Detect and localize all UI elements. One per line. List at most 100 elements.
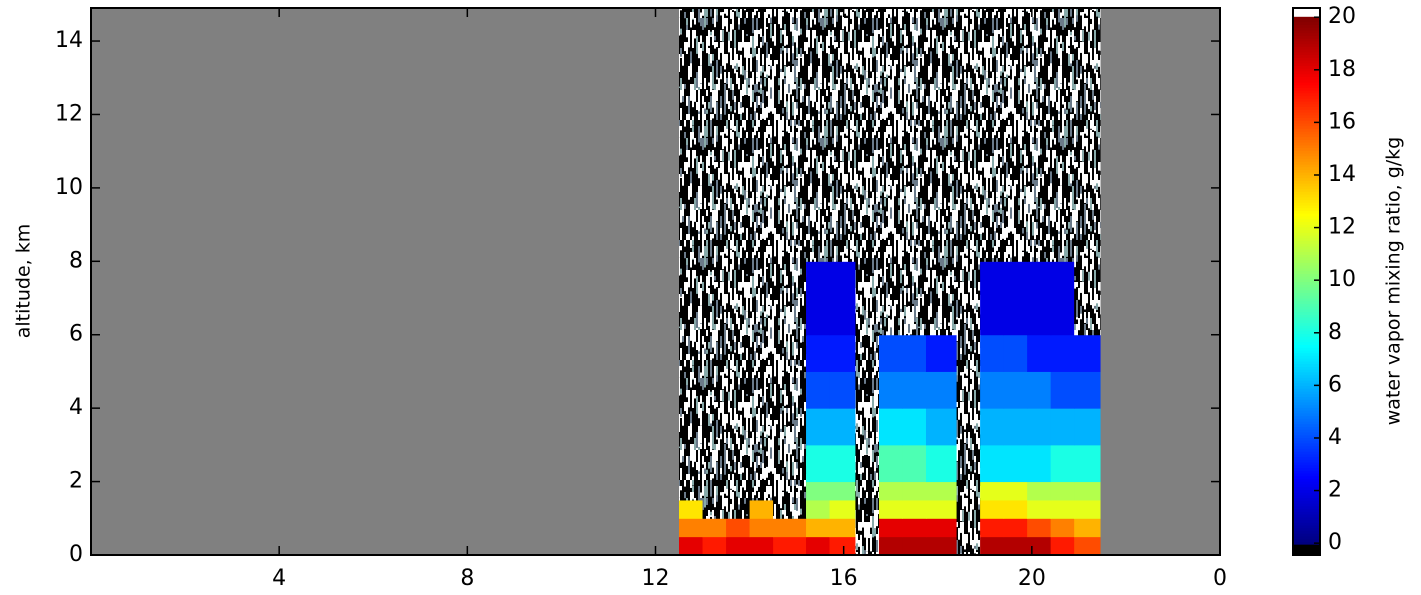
colorbar-step [1293, 319, 1320, 324]
colorbar-step [1293, 492, 1320, 496]
y-tick-label: 6 [69, 322, 83, 347]
noise-cell [679, 334, 704, 372]
noise-cell [806, 114, 831, 189]
colorbar-step [1293, 210, 1320, 214]
heat-cell [829, 261, 856, 336]
heat-cell [1050, 371, 1075, 409]
colorbar-step [1293, 267, 1320, 272]
y-tick-label: 10 [55, 175, 83, 200]
heat-cell [1003, 518, 1028, 538]
noise-cell [829, 8, 856, 115]
noise-cell [902, 261, 927, 336]
colorbar-step [1293, 122, 1320, 127]
noise-cell [749, 371, 774, 409]
colorbar-step [1293, 399, 1320, 403]
colorbar-step [1293, 265, 1320, 269]
colorbar-step [1293, 87, 1320, 91]
colorbar-step [1293, 281, 1320, 285]
colorbar-step [1293, 226, 1320, 231]
colorbar-step [1293, 295, 1320, 299]
colorbar-step [1293, 516, 1320, 521]
colorbar-step [1293, 276, 1320, 280]
colorbar-step [1293, 385, 1320, 389]
heat-cell [1074, 334, 1101, 372]
heat-cell [878, 481, 903, 501]
noise-cell [702, 114, 727, 189]
colorbar-step [1293, 341, 1320, 346]
noise-cell [806, 8, 831, 115]
colorbar-step [1293, 500, 1320, 504]
colorbar-step [1293, 311, 1320, 315]
heat-cell [829, 518, 856, 538]
colorbar-step [1293, 426, 1320, 430]
colorbar-step [1293, 152, 1320, 157]
heat-cell [1027, 371, 1052, 409]
colorbar-step [1293, 262, 1320, 266]
colorbar-step [1293, 325, 1320, 329]
heat-cell [702, 518, 727, 538]
colorbar-tick-label: 16 [1328, 109, 1356, 134]
colorbar-step [1293, 161, 1320, 165]
colorbar-step [1293, 235, 1320, 239]
colorbar-step [1293, 470, 1320, 474]
heat-cell [726, 518, 751, 538]
heat-cell [773, 518, 807, 538]
heat-cell [1003, 444, 1028, 483]
colorbar-step [1293, 65, 1320, 69]
colorbar-step [1293, 333, 1320, 337]
noise-cell [1074, 187, 1101, 262]
colorbar-step [1293, 467, 1320, 471]
colorbar-tick-label: 12 [1328, 215, 1356, 240]
colorbar-tick-label: 6 [1328, 372, 1342, 397]
noise-cell [855, 408, 880, 446]
noise-cell [855, 518, 880, 538]
noise-cell [679, 8, 704, 115]
noise-cell [702, 481, 727, 501]
heat-cell [902, 536, 927, 556]
heat-cell [749, 518, 774, 538]
x-tick-label: 20 [1018, 566, 1046, 591]
noise-cell [726, 371, 751, 409]
noise-cell [749, 114, 774, 189]
colorbar-step [1293, 81, 1320, 86]
colorbar-step [1293, 393, 1320, 397]
colorbar-step [1293, 150, 1320, 154]
colorbar-step [1293, 215, 1320, 220]
colorbar-step [1293, 68, 1320, 72]
colorbar-step [1293, 475, 1320, 480]
colorbar-step [1293, 431, 1320, 436]
heat-cell [925, 518, 958, 538]
colorbar-step [1293, 177, 1320, 181]
noise-cell [902, 8, 927, 115]
noise-cell [956, 187, 981, 262]
noise-cell [829, 114, 856, 189]
noise-cell [1050, 187, 1075, 262]
noise-cell [773, 187, 807, 262]
noise-cell [726, 8, 751, 115]
noise-cell [1074, 261, 1101, 336]
colorbar-step [1293, 35, 1320, 39]
colorbar-tick-label: 18 [1328, 57, 1356, 82]
noise-cell [702, 444, 727, 483]
heat-cell [1074, 518, 1101, 538]
heat-cell [829, 481, 856, 501]
heat-cell [1027, 408, 1052, 446]
heat-cell [902, 518, 927, 538]
noise-cell [956, 499, 981, 519]
heat-cell [1027, 261, 1052, 336]
colorbar-step [1293, 418, 1320, 422]
heat-cell [902, 408, 927, 446]
colorbar-step [1293, 552, 1320, 556]
noise-cell [726, 334, 751, 372]
colorbar-step [1293, 407, 1320, 411]
noise-cell [855, 536, 880, 556]
heat-cell [1050, 408, 1075, 446]
colorbar-step [1293, 139, 1320, 143]
heat-cell [980, 536, 1005, 556]
heat-cell [1003, 499, 1028, 519]
heat-cell [1074, 499, 1101, 519]
heat-cell [1003, 334, 1028, 372]
colorbar-step [1293, 125, 1320, 129]
heat-cell [980, 444, 1005, 483]
colorbar-step [1293, 494, 1320, 499]
